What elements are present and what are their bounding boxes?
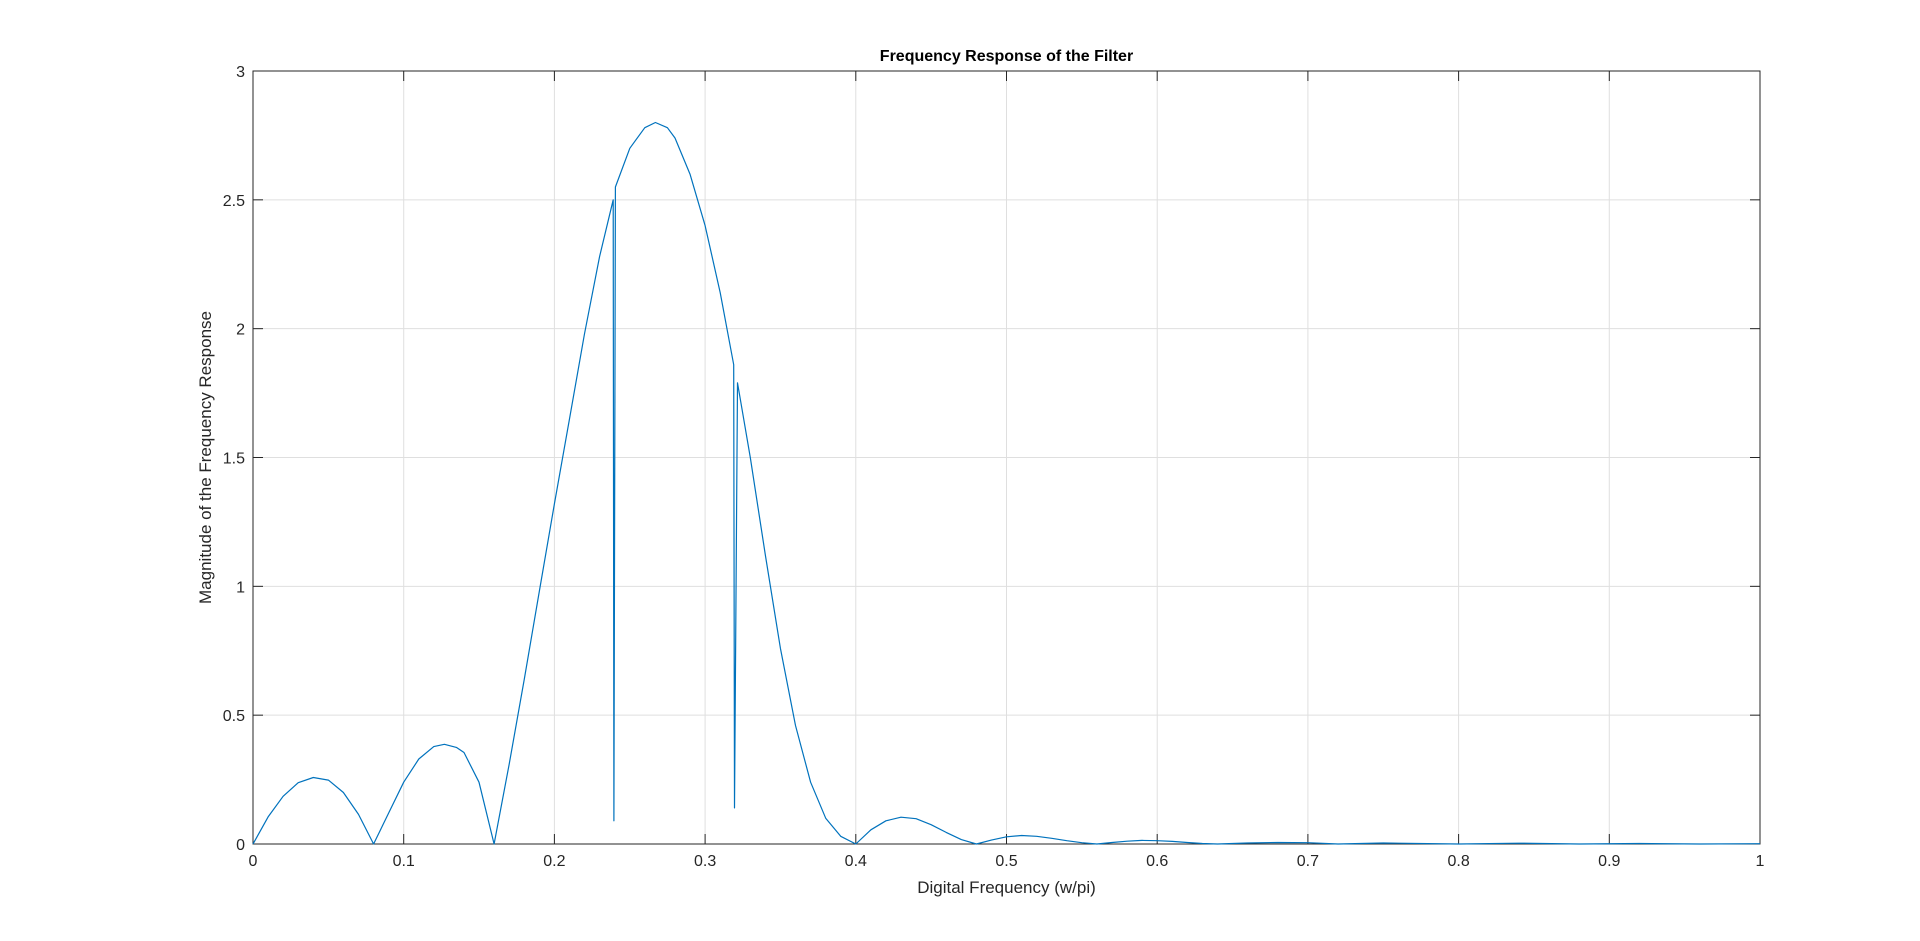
x-tick-labels: 0 0.1 0.2 0.3 0.4 0.5 0.6 0.7 0.8 0.9 1: [249, 853, 1765, 870]
y-tick-label: 1: [236, 579, 245, 596]
x-tick-label: 1: [1756, 853, 1765, 870]
x-tick-label: 0.3: [694, 853, 716, 870]
x-tick-label: 0.8: [1447, 853, 1469, 870]
x-tick-label: 0.2: [543, 853, 565, 870]
y-tick-label: 1.5: [223, 451, 245, 468]
x-tick-label: 0.5: [995, 853, 1017, 870]
x-tick-label: 0.4: [845, 853, 867, 870]
x-tick-label: 0.7: [1297, 853, 1319, 870]
x-tick-label: 0.1: [393, 853, 415, 870]
x-tick-label: 0.9: [1598, 853, 1620, 870]
series-layer: [252, 121, 1761, 845]
y-tick-label: 2.5: [223, 193, 245, 210]
y-tick-label: 3: [236, 64, 245, 81]
y-tick-label: 2: [236, 322, 245, 339]
series-line: [252, 121, 1761, 845]
y-tick-labels: 0 0.5 1 1.5 2 2.5 3: [223, 64, 245, 854]
x-tick-label: 0: [249, 853, 258, 870]
y-tick-label: 0.5: [223, 708, 245, 725]
x-axis-label: Digital Frequency (w/pi): [917, 878, 1096, 897]
x-tick-label: 0.6: [1146, 853, 1168, 870]
chart-title: Frequency Response of the Filter: [880, 48, 1133, 65]
grid-lines: [253, 71, 1760, 844]
y-tick-label: 0: [236, 837, 245, 854]
y-axis-label: Magnitude of the Frequency Response: [196, 311, 215, 604]
